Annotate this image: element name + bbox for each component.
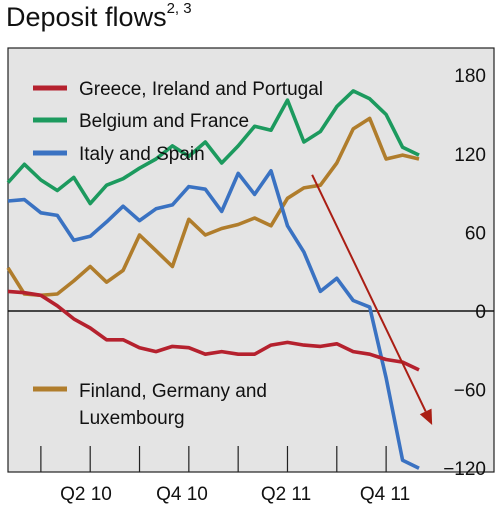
- legend-label-finland-germany-and-luxembourg: Luxembourg: [79, 408, 185, 429]
- series-line-greece-ireland-and-portugal: [7, 289, 420, 372]
- y-tick-label: 60: [465, 223, 486, 244]
- series-line-belgium-and-france: [6, 89, 420, 206]
- trend-arrow-head: [419, 408, 433, 425]
- tick-labels: 180 120 60 0 −60 −120 Q2 10 Q4 10 Q2 11 Q4 11: [60, 66, 486, 505]
- annotation-layer: [311, 174, 433, 425]
- y-tick-label: −120: [443, 459, 486, 480]
- series-line-italy-and-spain: [7, 169, 420, 470]
- axis-ticks: [40, 446, 387, 472]
- x-tick-label: Q4 10: [156, 484, 208, 505]
- legend-label-greece-ireland-and-portugal: Greece, Ireland and Portugal: [79, 79, 323, 100]
- chart-title-footnote: 2, 3: [166, 0, 192, 17]
- legend-label-italy-and-spain: Italy and Spain: [79, 144, 205, 165]
- x-tick-label: Q2 10: [60, 484, 112, 505]
- legend: Greece, Ireland and Portugal Belgium and …: [33, 79, 323, 429]
- legend-label-belgium-and-france: Belgium and France: [79, 111, 249, 132]
- series-line-finland-germany-and-luxembourg: [6, 116, 420, 298]
- y-tick-label: 120: [454, 145, 486, 166]
- x-tick-label: Q4 11: [360, 484, 410, 505]
- y-tick-label: 0: [475, 302, 486, 323]
- chart-title-text: Deposit flows: [6, 2, 167, 32]
- plot-area: [7, 47, 495, 473]
- y-tick-label: −60: [454, 381, 486, 402]
- trend-arrow-shaft: [311, 174, 427, 412]
- series-lines: [6, 89, 420, 470]
- y-tick-label: 180: [454, 66, 486, 87]
- x-tick-label: Q2 11: [261, 484, 311, 505]
- legend-label-finland-germany-and-luxembourg: Finland, Germany and: [79, 381, 267, 402]
- chart-title: Deposit flows2, 3: [6, 0, 192, 33]
